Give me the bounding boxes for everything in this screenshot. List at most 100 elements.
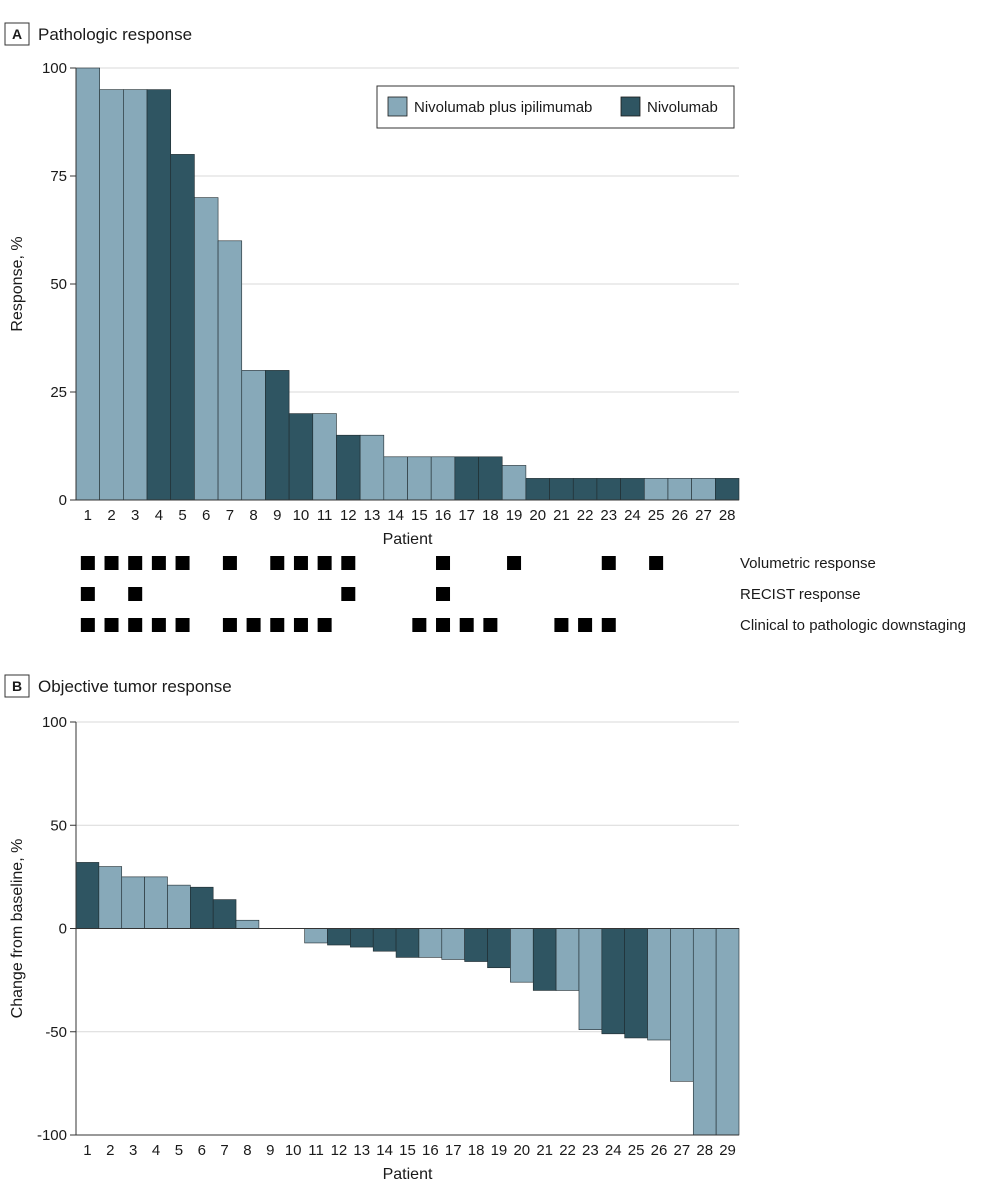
- bar-patient-4: [144, 876, 168, 929]
- bar-patient-25: [624, 928, 648, 1039]
- bar-patient-7: [217, 240, 243, 501]
- marker-patient-11: [317, 556, 332, 570]
- marker-patient-1: [80, 556, 95, 570]
- y-tick-label: 25: [50, 384, 67, 401]
- bar-patient-12: [327, 928, 351, 946]
- bar-patient-16: [418, 928, 443, 958]
- marker-patient-16: [436, 556, 451, 570]
- marker-patient-17: [459, 618, 474, 632]
- panel-a-letter-box: [4, 22, 30, 46]
- x-tick-label: 23: [600, 507, 617, 524]
- marker-patient-7: [222, 556, 237, 570]
- legend-label-combo: Nivolumab plus ipilimumab: [414, 99, 592, 116]
- marker-patient-12: [341, 587, 356, 601]
- bar-patient-13: [350, 928, 374, 948]
- marker-row-label: Clinical to pathologic downstaging: [740, 617, 966, 634]
- bar-patient-25: [643, 478, 669, 501]
- x-tick-label: 10: [293, 507, 310, 524]
- bar-patient-14: [372, 928, 397, 952]
- marker-patient-2: [104, 618, 119, 632]
- marker-patient-3: [128, 587, 143, 601]
- bar-patient-8: [235, 919, 260, 929]
- bar-patient-21: [549, 478, 574, 501]
- bar-patient-4: [146, 89, 172, 501]
- x-tick-label: 24: [624, 507, 641, 524]
- marker-patient-3: [128, 618, 143, 632]
- x-tick-label: 3: [131, 507, 139, 524]
- bar-patient-3: [123, 89, 148, 501]
- marker-row-label: RECIST response: [740, 586, 861, 603]
- x-tick-label: 10: [285, 1142, 302, 1159]
- bar-patient-23: [578, 928, 603, 1030]
- bar-patient-14: [383, 456, 408, 501]
- bar-patient-17: [441, 928, 465, 960]
- x-tick-label: 20: [513, 1142, 530, 1159]
- bar-patient-22: [555, 928, 580, 991]
- x-tick-label: 15: [399, 1142, 416, 1159]
- x-tick-label: 16: [422, 1142, 439, 1159]
- marker-patient-9: [270, 556, 285, 570]
- y-tick-label: 0: [59, 921, 67, 938]
- legend-box: [376, 85, 735, 129]
- x-tick-label: 12: [331, 1142, 348, 1159]
- x-tick-label: 5: [178, 507, 186, 524]
- legend-label-nivo: Nivolumab: [647, 99, 718, 116]
- x-tick-label: 25: [628, 1142, 645, 1159]
- bar-patient-20: [525, 478, 550, 501]
- x-tick-label: 7: [226, 507, 234, 524]
- legend: Nivolumab plus ipilimumab Nivolumab: [376, 85, 735, 129]
- x-tick-label: 14: [376, 1142, 393, 1159]
- bar-patient-1: [75, 67, 100, 501]
- x-tick-label: 20: [529, 507, 546, 524]
- x-tick-label: 2: [106, 1142, 114, 1159]
- x-tick-label: 8: [243, 1142, 251, 1159]
- bar-patient-7: [212, 899, 237, 929]
- marker-patient-22: [578, 618, 593, 632]
- x-tick-label: 21: [553, 507, 570, 524]
- x-tick-label: 9: [266, 1142, 274, 1159]
- x-tick-label: 5: [175, 1142, 183, 1159]
- marker-patient-5: [175, 618, 190, 632]
- marker-patient-16: [436, 587, 451, 601]
- x-tick-label: 7: [220, 1142, 228, 1159]
- bar-patient-10: [288, 413, 314, 501]
- bar-patient-17: [454, 456, 479, 501]
- panel-a-title: Pathologic response: [38, 25, 192, 44]
- bar-patient-24: [601, 928, 625, 1035]
- x-tick-label: 6: [202, 507, 210, 524]
- x-tick-label: 27: [695, 507, 712, 524]
- x-tick-label: 19: [491, 1142, 508, 1159]
- x-tick-label: 13: [364, 507, 381, 524]
- marker-patient-12: [341, 556, 356, 570]
- x-tick-label: 22: [577, 507, 594, 524]
- legend-swatch-combo: [387, 96, 408, 117]
- bar-patient-6: [190, 886, 214, 929]
- bar-patient-12: [336, 434, 361, 501]
- marker-patient-1: [80, 587, 95, 601]
- x-tick-label: 23: [582, 1142, 599, 1159]
- x-tick-label: 24: [605, 1142, 622, 1159]
- marker-patient-10: [293, 618, 308, 632]
- x-tick-label: 6: [198, 1142, 206, 1159]
- x-tick-label: 21: [536, 1142, 553, 1159]
- x-tick-label: 11: [308, 1142, 324, 1159]
- bar-patient-28: [715, 478, 740, 501]
- marker-patient-25: [649, 556, 664, 570]
- x-tick-label: 17: [445, 1142, 462, 1159]
- marker-patient-7: [222, 618, 237, 632]
- x-tick-label: 18: [482, 507, 499, 524]
- bar-patient-1: [75, 862, 100, 929]
- x-tick-label: 18: [468, 1142, 485, 1159]
- marker-patient-5: [175, 556, 190, 570]
- marker-patient-19: [507, 556, 522, 570]
- y-tick-label: 100: [42, 60, 67, 77]
- y-tick-label: 75: [50, 168, 67, 185]
- bar-patient-6: [194, 197, 219, 501]
- x-tick-label: 2: [107, 507, 115, 524]
- y-tick-label: -100: [37, 1127, 67, 1144]
- bar-patient-5: [170, 154, 195, 501]
- panel-b-letter: B: [12, 678, 22, 694]
- x-tick-label: 15: [411, 507, 428, 524]
